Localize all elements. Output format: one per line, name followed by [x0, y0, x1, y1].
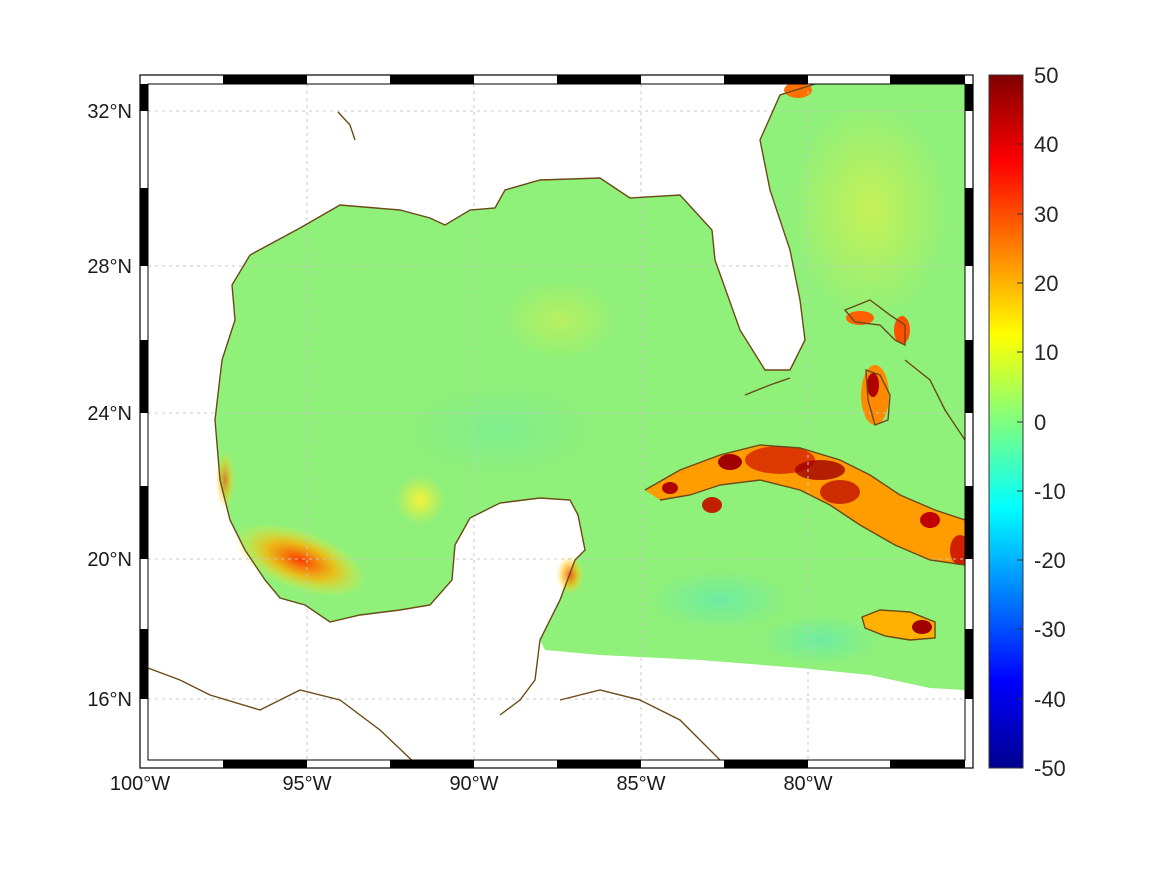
lon-label: 95°W: [282, 773, 331, 795]
cuba-hotspot: [645, 445, 965, 565]
coastline: [148, 84, 965, 760]
lat-label: 28°N: [87, 256, 132, 278]
colorbar-tick: -10: [1034, 479, 1066, 504]
lon-label: 100°W: [110, 773, 170, 795]
colorbar-tick: 50: [1034, 63, 1058, 88]
colorbar-tick: -40: [1034, 687, 1066, 712]
lat-label: 16°N: [87, 689, 132, 711]
colorbar-tick: -20: [1034, 548, 1066, 573]
lat-label: 20°N: [87, 549, 132, 571]
colorbar: 50 40 30 20 10 0 -10 -20 -30 -40 -50: [988, 63, 1066, 781]
map-frame: [139, 74, 974, 769]
longitude-labels: 100°W 95°W 90°W 85°W 80°W: [110, 773, 833, 795]
colorbar-tick: 20: [1034, 271, 1058, 296]
latitude-labels: 32°N 28°N 24°N 20°N 16°N: [87, 101, 132, 711]
colorbar-tick: -30: [1034, 617, 1066, 642]
colorbar-tick: -50: [1034, 756, 1066, 781]
colorbar-tick: 0: [1034, 410, 1046, 435]
colorbar-tick: 40: [1034, 132, 1058, 157]
gulf-field: [215, 84, 965, 690]
lon-label: 80°W: [783, 773, 832, 795]
lon-label: 85°W: [616, 773, 665, 795]
lat-label: 24°N: [87, 403, 132, 425]
data-field: [215, 84, 965, 690]
gridlines: [148, 84, 965, 760]
lat-label: 32°N: [87, 101, 132, 123]
lon-label: 90°W: [449, 773, 498, 795]
colorbar-tick: 30: [1034, 202, 1058, 227]
colorbar-tick: 10: [1034, 340, 1058, 365]
